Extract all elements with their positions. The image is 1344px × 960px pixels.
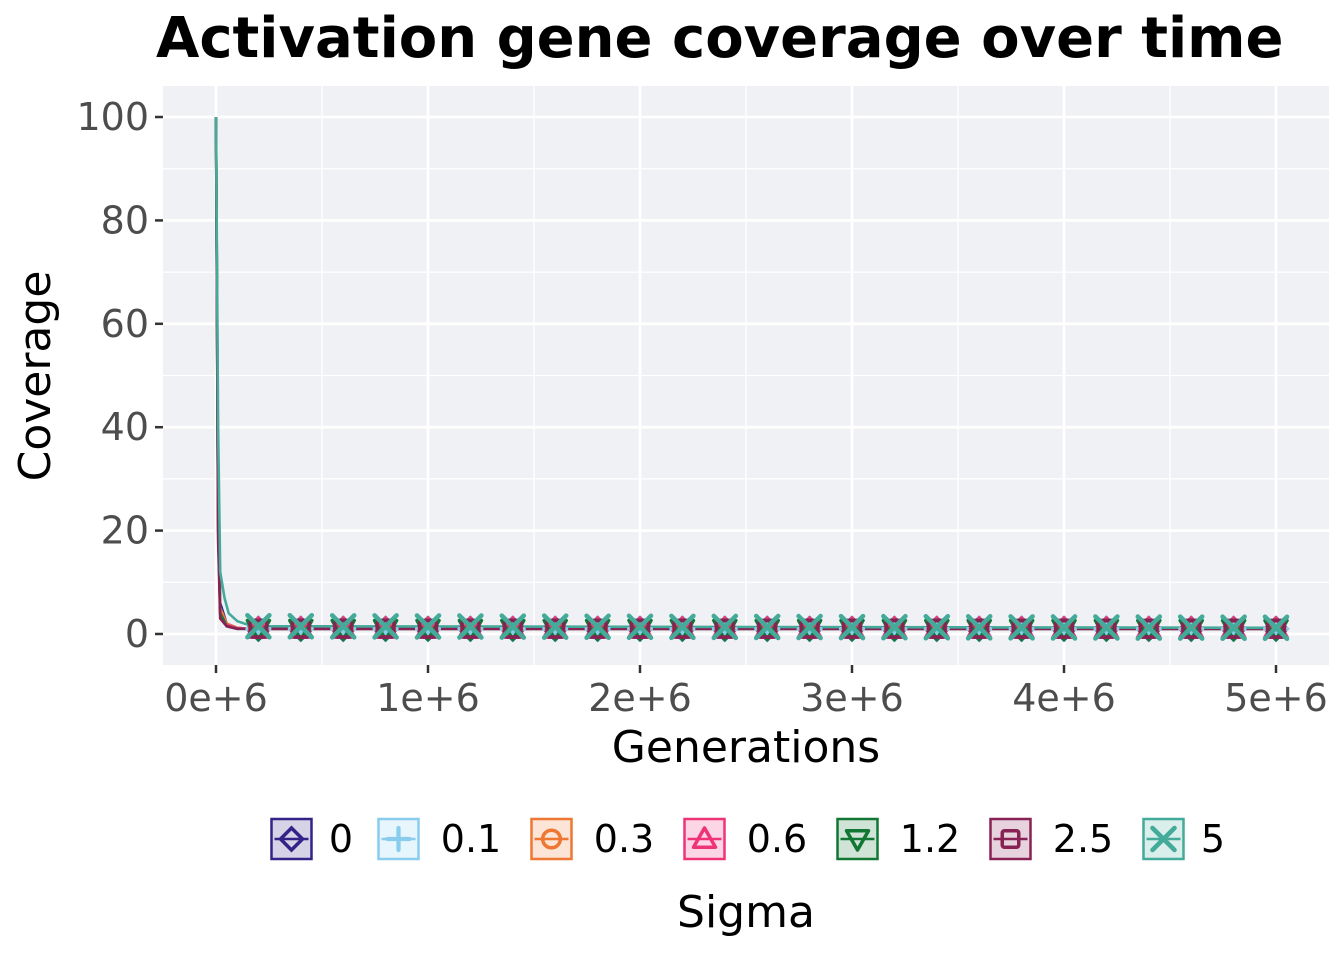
marker-square — [884, 618, 905, 639]
marker-x — [541, 613, 569, 640]
marker-x — [287, 613, 315, 640]
marker-square — [629, 618, 651, 639]
marker-x — [838, 613, 866, 641]
x-tick-label: 4e+6 — [1012, 676, 1116, 720]
legend-marker — [385, 825, 412, 853]
legend-marker — [1150, 825, 1177, 853]
marker-x — [329, 613, 357, 640]
legend-label: 5 — [1201, 817, 1225, 861]
y-tick-label: 20 — [101, 509, 149, 553]
legend-marker — [844, 828, 871, 852]
marker-x — [457, 613, 484, 640]
marker-square — [841, 618, 863, 639]
y-tick-label: 40 — [101, 405, 149, 449]
legend-item-0.3: 0.3 — [530, 817, 654, 861]
legend-label: 1.2 — [900, 817, 960, 861]
marker-x — [923, 613, 951, 641]
marker-x — [1135, 614, 1163, 641]
marker-x — [626, 613, 654, 641]
marker-square — [757, 618, 778, 639]
x-tick-label: 0e+6 — [164, 676, 268, 720]
y-axis-title: Coverage — [10, 271, 61, 482]
marker-square — [290, 618, 311, 639]
legend-title: Sigma — [677, 887, 815, 938]
y-tick-label: 80 — [101, 198, 149, 242]
marker-square — [502, 618, 523, 639]
legend-label: 2.5 — [1053, 817, 1113, 861]
legend-label: 0.1 — [441, 817, 501, 861]
legend-label: 0.3 — [594, 817, 654, 861]
marker-x — [669, 613, 696, 641]
marker-square — [1096, 618, 1117, 639]
marker-x — [1177, 614, 1205, 641]
legend-marker — [1000, 828, 1021, 850]
marker-square — [714, 618, 735, 639]
x-tick-label: 1e+6 — [376, 676, 480, 720]
marker-x — [245, 612, 272, 640]
x-axis: 0e+6 1e+6 2e+6 3e+6 4e+6 5e+6 — [164, 665, 1328, 720]
series-markers — [244, 612, 1290, 643]
legend-marker — [691, 826, 718, 850]
marker-square — [969, 618, 990, 639]
legend-item-1.2: 1.2 — [836, 817, 960, 861]
marker-x — [881, 613, 908, 641]
legend-item-0.1: 0.1 — [377, 817, 501, 861]
y-tick-label: 0 — [125, 612, 149, 656]
marker-x — [1262, 614, 1290, 642]
marker-square — [545, 618, 566, 639]
marker-x — [753, 613, 781, 641]
marker-square — [375, 618, 396, 639]
legend-marker — [278, 825, 305, 853]
marker-square — [333, 618, 354, 639]
marker-x — [711, 613, 739, 641]
legend-marker — [540, 828, 563, 850]
marker-square — [248, 618, 269, 639]
marker-square — [587, 618, 608, 639]
marker-square — [1223, 618, 1244, 639]
marker-square — [926, 618, 947, 639]
marker-square — [417, 618, 439, 639]
chart-title: Activation gene coverage over time — [156, 6, 1284, 71]
legend-label: 0.6 — [747, 817, 807, 861]
x-tick-label: 5e+6 — [1224, 676, 1328, 720]
legend-item-2.5: 2.5 — [989, 817, 1113, 861]
y-axis: 0 20 40 60 80 100 — [76, 95, 163, 656]
y-tick-label: 100 — [76, 95, 149, 139]
marker-x — [499, 613, 527, 640]
marker-square — [1138, 618, 1159, 639]
marker-x — [1220, 614, 1247, 642]
x-tick-label: 3e+6 — [800, 676, 904, 720]
legend-label: 0 — [329, 817, 353, 861]
legend-item-0: 0 — [270, 817, 353, 861]
marker-square — [672, 618, 693, 639]
marker-square — [1053, 618, 1075, 639]
marker-square — [799, 618, 820, 639]
marker-square — [460, 618, 481, 639]
x-axis-title: Generations — [612, 722, 880, 773]
marker-x — [584, 613, 611, 641]
marker-x — [1093, 614, 1120, 641]
y-tick-label: 60 — [101, 302, 149, 346]
marker-x — [1050, 614, 1078, 641]
marker-square — [1265, 618, 1287, 639]
marker-x — [414, 613, 442, 640]
legend-item-0.6: 0.6 — [683, 817, 807, 861]
legend: 0 0.1 0.3 0.6 1.2 2.5 5 — [270, 817, 1225, 861]
marker-x — [1008, 614, 1035, 641]
marker-x — [372, 613, 399, 640]
x-tick-label: 2e+6 — [588, 676, 692, 720]
legend-item-5: 5 — [1142, 817, 1225, 861]
marker-x — [796, 613, 823, 641]
marker-square — [1181, 618, 1202, 639]
marker-x — [965, 614, 993, 641]
marker-square — [1011, 618, 1032, 639]
